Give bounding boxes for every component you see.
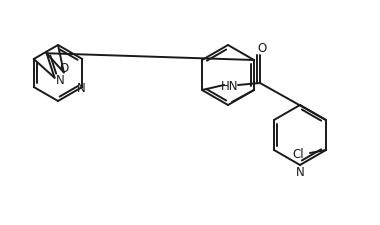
Text: N: N xyxy=(296,166,304,179)
Text: N: N xyxy=(77,81,86,94)
Text: Cl: Cl xyxy=(292,148,304,161)
Text: O: O xyxy=(59,62,68,74)
Text: O: O xyxy=(257,41,267,54)
Text: N: N xyxy=(56,74,65,87)
Text: HN: HN xyxy=(221,79,239,92)
